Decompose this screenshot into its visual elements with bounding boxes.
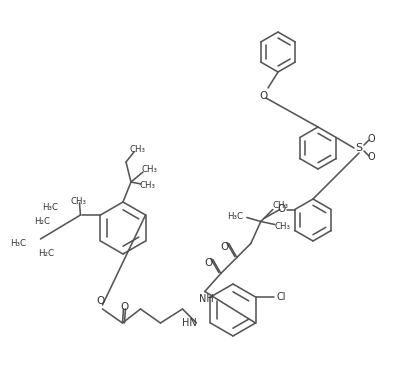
Text: H₃C: H₃C	[10, 239, 26, 248]
Text: O: O	[205, 259, 213, 268]
Text: NH: NH	[200, 294, 214, 305]
Text: H₃C: H₃C	[227, 212, 243, 221]
Text: S: S	[356, 143, 362, 153]
Text: O: O	[120, 302, 129, 312]
Text: Cl: Cl	[277, 292, 286, 302]
Text: O: O	[260, 91, 268, 101]
Text: CH₃: CH₃	[139, 181, 155, 189]
Text: O: O	[278, 204, 286, 214]
Text: HN: HN	[182, 318, 196, 328]
Text: H₂C: H₂C	[34, 217, 50, 226]
Text: O: O	[221, 243, 229, 253]
Text: CH₃: CH₃	[70, 197, 86, 206]
Text: O: O	[96, 296, 105, 306]
Text: CH₃: CH₃	[130, 146, 146, 155]
Text: CH₃: CH₃	[141, 166, 157, 175]
Text: O: O	[367, 152, 375, 162]
Text: CH₃: CH₃	[273, 201, 289, 210]
Text: H₂C: H₂C	[38, 248, 54, 257]
Text: O: O	[367, 134, 375, 144]
Text: H₃C: H₃C	[42, 203, 58, 212]
Text: CH₃: CH₃	[275, 222, 291, 231]
